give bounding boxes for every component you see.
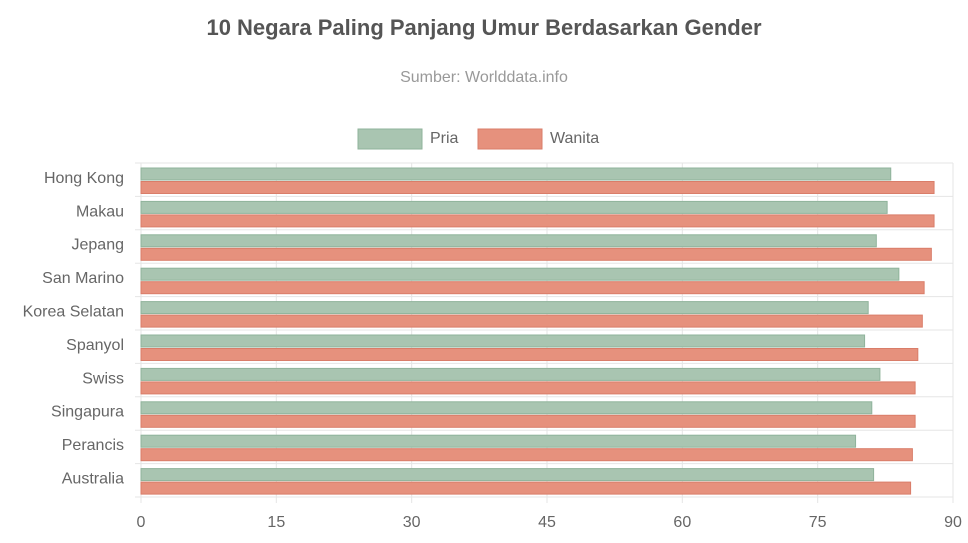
- x-tick-label: 90: [944, 514, 962, 531]
- bar: [140, 314, 923, 328]
- y-tick-label: Hong Kong: [44, 170, 124, 187]
- bar: [140, 414, 916, 428]
- chart-title: 10 Negara Paling Panjang Umur Berdasarka…: [206, 15, 762, 40]
- legend-swatch: [477, 128, 543, 150]
- bar: [140, 334, 866, 348]
- legend-label: Pria: [430, 130, 459, 147]
- chart-subtitle: Sumber: Worlddata.info: [400, 69, 568, 86]
- bar: [140, 214, 935, 228]
- x-tick-label: 75: [809, 514, 827, 531]
- x-tick-label: 45: [538, 514, 556, 531]
- bar: [140, 481, 912, 495]
- bar: [140, 234, 877, 248]
- y-tick-label: Australia: [62, 471, 124, 488]
- legend-swatch: [357, 128, 423, 150]
- bar: [140, 448, 913, 462]
- bar: [140, 434, 857, 448]
- bar: [140, 348, 919, 361]
- y-tick-label: Korea Selatan: [23, 304, 124, 321]
- bar: [140, 167, 892, 181]
- x-tick-label: 0: [137, 514, 146, 531]
- bar: [140, 281, 925, 295]
- y-tick-label: Swiss: [82, 370, 124, 387]
- y-tick-label: Spanyol: [66, 337, 124, 354]
- bar: [140, 468, 875, 482]
- x-tick-label: 15: [267, 514, 285, 531]
- y-tick-label: Perancis: [62, 437, 124, 454]
- x-tick-label: 60: [673, 514, 691, 531]
- bar: [140, 200, 888, 214]
- bar: [140, 367, 881, 381]
- bar: [140, 381, 916, 395]
- bar: [140, 267, 900, 281]
- y-tick-label: Singapura: [51, 404, 124, 421]
- bar: [140, 401, 873, 415]
- y-tick-label: Jepang: [72, 237, 125, 254]
- bar: [140, 181, 935, 194]
- x-tick-label: 30: [403, 514, 421, 531]
- bar: [140, 301, 869, 315]
- bar: [140, 247, 932, 261]
- y-tick-label: Makau: [76, 203, 124, 220]
- legend-label: Wanita: [550, 130, 599, 147]
- y-tick-label: San Marino: [42, 270, 124, 287]
